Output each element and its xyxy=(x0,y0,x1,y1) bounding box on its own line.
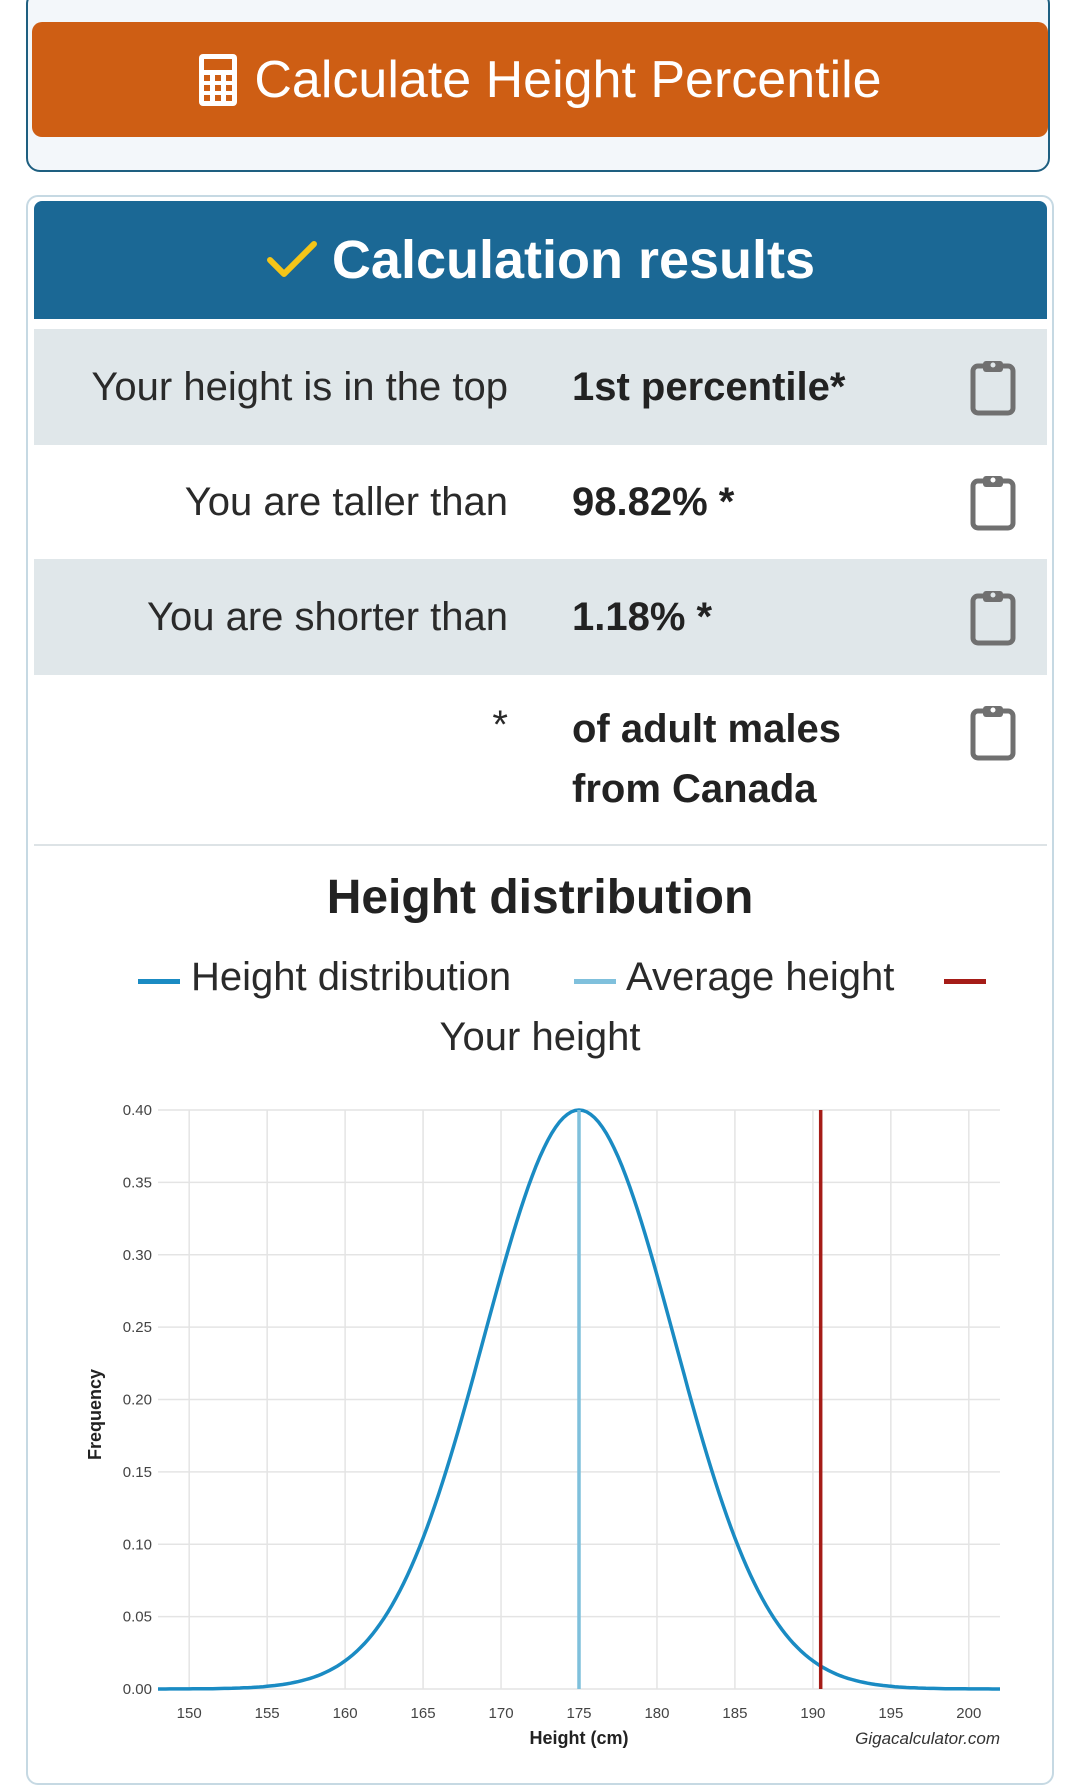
section-divider xyxy=(34,844,1047,846)
y-tick-label: 0.00 xyxy=(123,1681,152,1698)
legend-swatch-distribution xyxy=(138,979,180,984)
results-header: Calculation results xyxy=(34,201,1047,319)
footnote-marker: * xyxy=(492,703,508,747)
x-tick-label: 180 xyxy=(644,1705,669,1722)
chart-title: Height distribution xyxy=(326,871,754,924)
result-row-taller: You are taller than 98.82% * xyxy=(34,445,1047,559)
x-tick-label: 195 xyxy=(878,1705,903,1722)
x-tick-label: 175 xyxy=(566,1705,591,1722)
height-distribution-chart: 0.00 0.05 0.10 0.15 0.20 0.25 0.30 0.35 0.40 150 1… xyxy=(85,1102,1000,1748)
result-value: 1st percentile* xyxy=(572,365,846,409)
result-label: You are shorter than xyxy=(147,594,508,639)
y-tick-label: 0.30 xyxy=(123,1247,152,1264)
legend-label-distribution[interactable]: Height distribution xyxy=(191,955,512,999)
calculate-button[interactable]: Calculate Height Percentile xyxy=(32,22,1048,137)
x-tick-label: 190 xyxy=(800,1705,825,1722)
population-line-2: from Canada xyxy=(572,767,817,811)
population-line-1: of adult males xyxy=(572,707,841,751)
x-axis-title: Height (cm) xyxy=(530,1728,629,1748)
result-row-population: * of adult males from Canada xyxy=(34,675,1047,843)
x-tick-label: 165 xyxy=(411,1705,436,1722)
result-value: 1.18% * xyxy=(572,595,713,639)
clipboard-icon[interactable] xyxy=(970,358,1016,416)
calculator-icon xyxy=(199,53,238,106)
x-tick-label: 185 xyxy=(722,1705,747,1722)
clipboard-icon[interactable] xyxy=(970,588,1016,646)
calculate-button-label: Calculate Height Percentile xyxy=(254,50,882,109)
x-tick-label: 160 xyxy=(333,1705,358,1722)
clipboard-icon[interactable] xyxy=(970,473,1016,531)
result-value: 98.82% * xyxy=(572,480,735,524)
result-label: You are taller than xyxy=(184,479,508,524)
y-tick-label: 0.25 xyxy=(123,1319,152,1336)
result-row-percentile: Your height is in the top 1st percentile… xyxy=(34,329,1047,445)
site-credit: Gigacalculator.com xyxy=(855,1729,1000,1748)
x-tick-label: 200 xyxy=(956,1705,981,1722)
results-title: Calculation results xyxy=(331,230,816,290)
legend-label-average[interactable]: Average height xyxy=(626,955,895,999)
y-axis-title: Frequency xyxy=(85,1369,105,1460)
x-tick-label: 155 xyxy=(255,1705,280,1722)
clipboard-icon[interactable] xyxy=(970,703,1016,761)
y-tick-label: 0.10 xyxy=(123,1536,152,1553)
y-tick-label: 0.15 xyxy=(123,1464,152,1481)
y-tick-label: 0.20 xyxy=(123,1392,152,1409)
y-tick-label: 0.35 xyxy=(123,1174,152,1191)
result-row-shorter: You are shorter than 1.18% * xyxy=(34,559,1047,675)
y-tick-label: 0.05 xyxy=(123,1609,152,1626)
results-panel xyxy=(26,195,1054,1785)
legend-label-your-height[interactable]: Your height xyxy=(439,1015,641,1059)
legend-swatch-your-height xyxy=(944,979,986,984)
legend-swatch-average xyxy=(574,979,616,984)
checkmark-icon xyxy=(266,241,317,277)
result-label: Your height is in the top xyxy=(91,364,508,409)
y-tick-label: 0.40 xyxy=(123,1102,152,1119)
x-tick-label: 150 xyxy=(177,1705,202,1722)
x-tick-label: 170 xyxy=(489,1705,514,1722)
